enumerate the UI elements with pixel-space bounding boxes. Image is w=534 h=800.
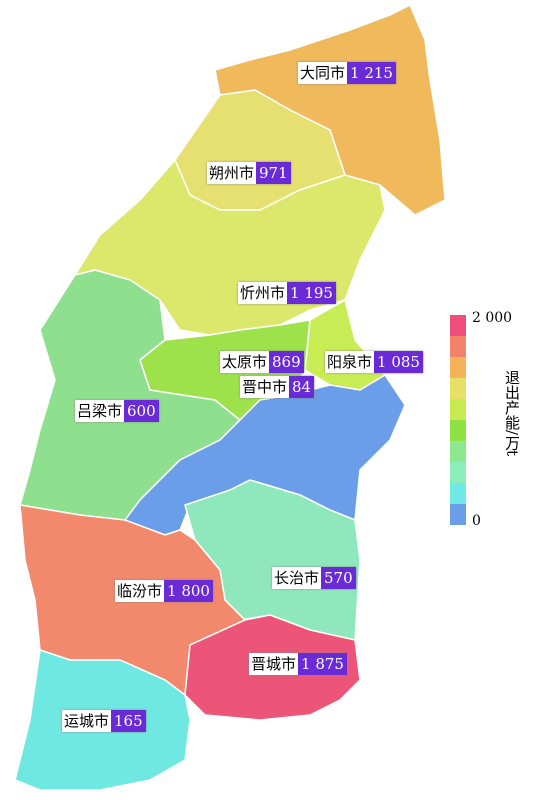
city-name: 晋城市 [249,653,299,675]
scale-step [450,462,466,483]
city-value: 570 [321,567,356,589]
city-name: 长治市 [272,567,322,589]
scale-step [450,483,466,504]
scale-step [450,357,466,378]
city-value: 1 215 [347,62,396,84]
city-name: 阳泉市 [325,351,375,373]
city-label: 阳泉市 1 085 [325,351,423,373]
city-value: 1 875 [298,653,347,675]
city-name: 晋中市 [240,376,290,398]
city-name: 忻州市 [238,282,288,304]
regions [14,3,446,791]
scale-max: 2 000 [472,310,513,326]
city-value: 84 [289,376,315,398]
city-label: 运城市 165 [62,710,146,732]
city-value: 1 195 [287,282,336,304]
city-label: 长治市 570 [272,567,356,589]
city-value: 165 [111,710,146,732]
scale-step [450,399,466,420]
city-name: 大同市 [298,62,348,84]
city-label: 晋城市 1 875 [249,653,347,675]
city-label: 朔州市 971 [207,162,291,184]
city-value: 1 800 [164,580,213,602]
city-label: 临汾市 1 800 [115,580,213,602]
scale-step [450,420,466,441]
scale-step [450,315,466,336]
region-yangquan [304,298,387,391]
scale-step [450,441,466,462]
city-name: 运城市 [62,710,112,732]
scale-step [450,378,466,399]
city-label: 忻州市 1 195 [238,282,336,304]
color-scale [450,315,466,525]
city-name: 吕梁市 [75,400,125,422]
city-label: 吕梁市 600 [75,400,159,422]
city-label: 大同市 1 215 [298,62,396,84]
city-name: 临汾市 [115,580,165,602]
city-value: 600 [124,400,159,422]
scale-title: 退出产能/万t [503,370,521,457]
city-value: 1 085 [374,351,423,373]
scale-min: 0 [472,513,481,529]
city-label: 晋中市 84 [240,376,315,398]
city-value: 869 [269,351,304,373]
city-label: 太原市 869 [220,351,304,373]
city-value: 971 [256,162,291,184]
scale-step [450,336,466,357]
city-name: 朔州市 [207,162,257,184]
city-name: 太原市 [220,351,270,373]
scale-step [450,504,466,525]
